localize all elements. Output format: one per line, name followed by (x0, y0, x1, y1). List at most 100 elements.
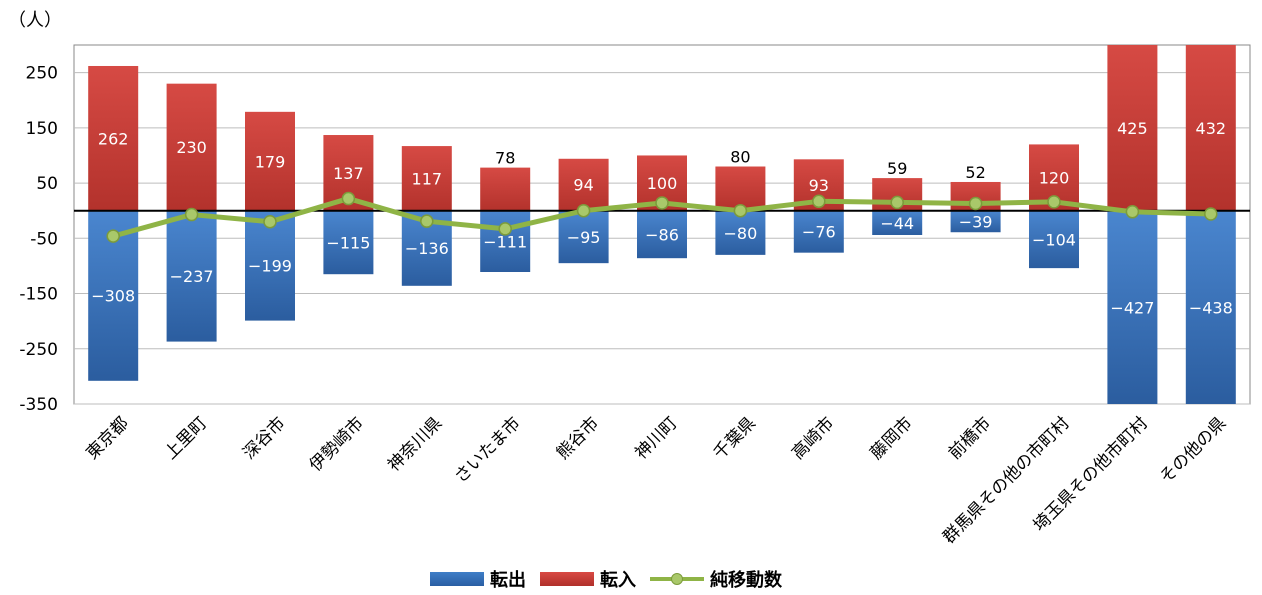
data-label-outflow: −95 (567, 228, 601, 247)
data-label-inflow: 230 (176, 138, 207, 157)
data-label-outflow: −136 (405, 239, 449, 258)
x-category-label: 千葉県 (710, 413, 760, 463)
y-tick-label: -50 (30, 229, 58, 249)
x-category-label: さいたま市 (451, 413, 525, 487)
bar-inflow (401, 146, 452, 211)
data-label-inflow: 425 (1117, 119, 1148, 138)
data-label-outflow: −237 (170, 267, 214, 286)
data-label-outflow: −115 (326, 233, 370, 252)
x-category-label: 東京都 (83, 413, 133, 463)
x-category-label: 高崎市 (788, 413, 838, 463)
data-label-outflow: −427 (1110, 298, 1154, 317)
data-label-outflow: −111 (483, 232, 527, 251)
x-category-label: 藤岡市 (867, 413, 917, 463)
bar-outflow (558, 210, 609, 264)
net-point (733, 203, 748, 218)
legend-swatch-inflow (540, 572, 594, 586)
data-label-outflow: −438 (1189, 298, 1233, 317)
data-label-outflow: −44 (880, 214, 914, 233)
bar-outflow (480, 210, 531, 272)
y-axis-unit-label: （人） (8, 10, 62, 31)
net-point (968, 196, 983, 211)
bar-line-chart: 250 150 50 -50 -150 -250 -350 262 230 179 137 117 78… (19, 44, 1251, 548)
data-label-inflow: 137 (333, 164, 364, 183)
data-label-inflow: 94 (573, 176, 593, 195)
data-label-inflow: 117 (412, 169, 443, 188)
data-label-inflow: 52 (965, 163, 985, 182)
legend-swatch-outflow (430, 572, 484, 586)
net-point (184, 207, 199, 222)
bar-outflow (1029, 210, 1079, 269)
data-label-outflow: −199 (248, 257, 292, 276)
bar-inflow (245, 111, 295, 211)
legend-item-outflow: 転出 (430, 566, 526, 592)
bar-inflow (480, 167, 531, 211)
x-category-label: 前橋市 (945, 413, 995, 463)
data-label-inflow: 80 (730, 148, 750, 167)
x-category-label: その他の県 (1156, 413, 1230, 487)
x-category-label: 神川町 (631, 413, 681, 463)
bar-outflow (715, 210, 766, 255)
x-category-label: 上里町 (161, 413, 211, 463)
data-label-inflow: 93 (809, 176, 829, 195)
y-tick-label: 150 (26, 119, 58, 139)
x-category-label: 伊勢崎市 (306, 413, 368, 475)
bar-outflow (872, 210, 923, 235)
data-label-outflow: −86 (645, 225, 679, 244)
bar-outflow (1185, 210, 1236, 404)
data-label-outflow: −308 (91, 287, 135, 306)
y-tick-label: 50 (36, 174, 58, 194)
legend-swatch-net (650, 572, 704, 586)
net-point (1125, 205, 1140, 219)
net-point (655, 196, 669, 210)
net-point (420, 214, 434, 228)
bar-outflow (637, 210, 687, 259)
y-tick-label: -150 (19, 285, 58, 305)
data-label-inflow: 179 (255, 152, 286, 171)
data-label-inflow: 78 (495, 149, 515, 168)
bar-inflow (558, 158, 609, 211)
bar-outflow (793, 210, 844, 253)
x-category-label: 神奈川県 (384, 413, 446, 475)
data-label-inflow: 120 (1039, 169, 1070, 188)
net-point (341, 191, 356, 206)
bar-inflow (166, 83, 217, 211)
data-label-outflow: −76 (802, 223, 836, 242)
bar-inflow (1107, 45, 1158, 211)
legend-item-inflow: 転入 (540, 566, 636, 592)
bar-inflow (88, 65, 139, 211)
legend-item-net: 純移動数 (650, 566, 782, 592)
data-label-outflow: −39 (959, 212, 993, 231)
y-tick-label: -350 (19, 395, 58, 415)
legend-label-outflow: 転出 (490, 570, 526, 591)
net-point (498, 222, 512, 236)
x-category-label: 群馬県その他の市町村 (939, 413, 1073, 547)
legend: 転出 転入 純移動数 (0, 563, 1262, 595)
data-label-inflow: 59 (887, 159, 907, 178)
net-point (263, 214, 277, 229)
net-point (890, 195, 904, 210)
net-point (1047, 195, 1061, 209)
x-category-label: 深谷市 (239, 413, 289, 463)
x-category-label: 熊谷市 (553, 413, 603, 463)
legend-label-net: 純移動数 (710, 570, 782, 591)
y-tick-label: -250 (19, 340, 58, 360)
bar-outflow (166, 210, 217, 342)
legend-label-inflow: 転入 (600, 570, 636, 591)
bar-outflow (950, 210, 1001, 233)
data-label-outflow: −80 (724, 224, 758, 243)
net-point (106, 229, 120, 243)
data-label-inflow: 100 (647, 174, 678, 193)
bar-outflow (323, 210, 374, 275)
net-point (1204, 207, 1218, 221)
data-label-outflow: −104 (1032, 230, 1076, 249)
bar-outflow (245, 210, 295, 321)
bar-inflow (1185, 45, 1236, 211)
bar-inflow (715, 166, 766, 211)
bar-outflow (1107, 210, 1158, 404)
data-label-inflow: 262 (98, 129, 129, 148)
data-label-inflow: 432 (1196, 119, 1227, 138)
net-point (576, 203, 591, 218)
net-point (812, 194, 826, 209)
y-tick-label: 250 (26, 64, 58, 84)
